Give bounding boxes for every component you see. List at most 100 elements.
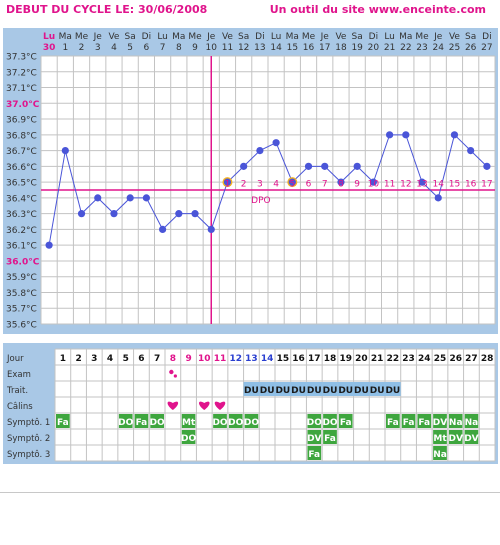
day-number: 24 xyxy=(418,354,431,364)
symptom-label: DV xyxy=(464,434,478,444)
y-tick-label: 36.6°C xyxy=(6,163,37,173)
temperature-point xyxy=(223,178,232,186)
day-number: 2 xyxy=(75,354,81,364)
symptom-cell xyxy=(323,430,337,444)
traitement-label: DU xyxy=(354,386,369,396)
dpo-day-label: 8 xyxy=(338,180,344,190)
symptom-cell xyxy=(338,414,353,428)
day-number: 19 xyxy=(339,354,352,364)
y-tick-label: 35.6°C xyxy=(6,321,37,331)
day-number: 9 xyxy=(185,354,191,364)
symptom-label: DO xyxy=(307,418,322,428)
day-number: 1 xyxy=(60,354,66,364)
x-day-label: Sa xyxy=(238,32,249,42)
traitement-label: DU xyxy=(338,386,353,396)
dpo-day-label: 10 xyxy=(368,180,380,190)
x-day-label: Sa xyxy=(352,32,363,42)
dpo-day-label: 5 xyxy=(289,180,295,190)
symptom-cell xyxy=(433,430,447,444)
y-tick-label: 36.7°C xyxy=(6,147,37,157)
traitement-cell xyxy=(290,382,307,396)
row-label: Câlins xyxy=(7,402,33,412)
x-day-label: Ma xyxy=(172,32,185,42)
x-day-label: Di xyxy=(255,32,264,42)
symptom-label: Mt xyxy=(182,418,196,428)
y-tick-label: 37.2°C xyxy=(6,68,37,78)
x-day-label: Di xyxy=(482,32,491,42)
x-date-label: 20 xyxy=(368,43,380,53)
temperature-point xyxy=(353,162,361,170)
x-date-label: 8 xyxy=(176,43,182,53)
x-day-label: Sa xyxy=(465,32,476,42)
temperature-chart: 37.3°C 37.2°C 37.1°C 37.0°C 36.9°C 36.8°C 36.7… xyxy=(6,32,496,331)
day-number: 17 xyxy=(308,354,321,364)
day-number: 23 xyxy=(402,354,415,364)
day-number: 18 xyxy=(324,354,337,364)
x-date-label: 21 xyxy=(384,43,395,53)
x-day-label: Je xyxy=(206,32,216,42)
symptom-cell xyxy=(307,446,322,460)
traitement-label: DU xyxy=(307,386,322,396)
y-tick-label: 36.3°C xyxy=(6,210,37,220)
x-date-label: 2 xyxy=(79,43,85,53)
symptom-label: DV xyxy=(448,434,462,444)
traitement-label: DU xyxy=(244,386,259,396)
temperature-point xyxy=(467,146,475,155)
symptom-cell xyxy=(448,414,463,428)
symptom-label: Fa xyxy=(418,418,430,428)
temperature-point xyxy=(321,162,329,170)
symptom-label: Na xyxy=(449,418,463,428)
day-number: 5 xyxy=(123,354,129,364)
y-tick-label: 37.0°C xyxy=(6,100,40,110)
day-number: 8 xyxy=(170,354,176,364)
temperature-point xyxy=(207,225,215,234)
row-label: Symptô. 3 xyxy=(7,449,50,460)
x-date-label: 4 xyxy=(111,43,117,53)
symptom-cell xyxy=(433,414,447,428)
temperature-point xyxy=(434,194,442,202)
traitement-cell xyxy=(337,382,354,396)
temperature-point xyxy=(337,178,345,186)
x-day-label: Ma xyxy=(59,32,72,42)
x-date-label: 7 xyxy=(160,43,166,53)
day-number: 27 xyxy=(465,354,478,364)
dpo-day-label: 9 xyxy=(354,180,360,190)
symptom-cell xyxy=(464,414,479,428)
symptom-cell xyxy=(213,414,227,428)
symptom-label: Fa xyxy=(324,434,336,444)
x-date-label: 6 xyxy=(144,43,150,53)
y-tick-label: 36.5°C xyxy=(6,179,37,189)
symptom-cell xyxy=(118,414,133,428)
x-date-label: 25 xyxy=(449,43,460,53)
temperature-point xyxy=(418,178,426,186)
cycle-table: Jour Exam Trait. Câlins Symptô. 1 Symptô. 2 Sy… xyxy=(6,348,496,462)
symptom-label: Fa xyxy=(403,418,415,428)
day-number: 6 xyxy=(138,354,144,364)
x-day-label: Ve xyxy=(449,32,460,42)
dpo-day-label: 7 xyxy=(322,180,328,190)
x-day-label: Je xyxy=(320,32,330,42)
temperature-point xyxy=(256,146,264,155)
temperature-point xyxy=(175,210,183,218)
day-number: 12 xyxy=(229,354,242,364)
exam-drop-icon xyxy=(169,369,174,375)
traitement-label: DU xyxy=(385,386,400,396)
symptom-cell xyxy=(228,414,243,428)
dpo-day-label: 4 xyxy=(273,180,279,190)
symptom-cell xyxy=(448,430,463,444)
x-day-label: Lu xyxy=(43,32,55,42)
x-date-label: 18 xyxy=(335,43,347,53)
symptom-cell xyxy=(433,446,447,460)
x-day-label: Ma xyxy=(286,32,299,42)
symptom-label: DO xyxy=(322,418,337,428)
day-number: 28 xyxy=(481,354,494,364)
row-label: Exam xyxy=(7,370,31,380)
x-day-label: Me xyxy=(415,32,429,42)
x-date-label: 13 xyxy=(254,43,265,53)
day-number: 16 xyxy=(292,354,305,364)
temperature-point xyxy=(240,162,248,170)
dpo-day-label: 12 xyxy=(400,180,411,190)
x-date-label: 30 xyxy=(43,43,56,53)
symptom-cell xyxy=(307,414,322,428)
temperature-point xyxy=(45,241,53,249)
